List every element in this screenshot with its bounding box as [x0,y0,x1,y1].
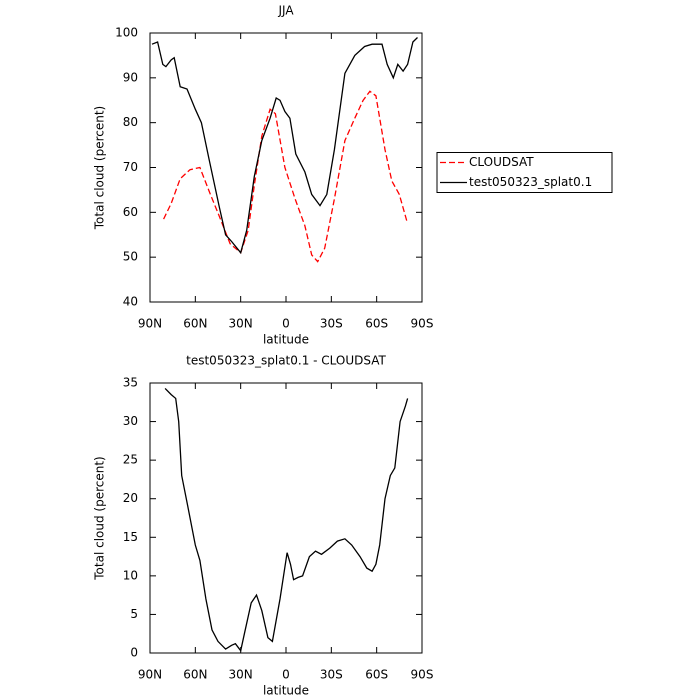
y-tick-label: 20 [123,491,138,505]
legend-label: CLOUDSAT [469,155,534,169]
y-tick-label: 50 [123,250,138,264]
y-tick-label: 5 [130,607,138,621]
y-tick-label: 70 [123,160,138,174]
y-tick-label: 30 [123,414,138,428]
y-tick-label: 25 [123,453,138,467]
x-axis-label: latitude [263,333,309,347]
y-tick-label: 40 [123,295,138,309]
legend-box [436,152,613,193]
x-tick-label: 60N [183,668,207,682]
x-axis-label: latitude [263,684,309,698]
x-tick-label: 30N [229,317,253,331]
x-tick-label: 60S [365,668,388,682]
x-tick-label: 0 [282,668,290,682]
data-line [164,387,409,653]
y-tick-label: 60 [123,205,138,219]
plot-frame [149,382,423,654]
y-tick-label: 0 [130,646,138,660]
x-tick-label: 30S [320,668,343,682]
y-tick-label: 90 [123,70,138,84]
y-axis-label: Total cloud (percent) [93,456,107,580]
x-tick-label: 0 [282,317,290,331]
y-tick-label: 100 [115,26,138,40]
chart-title: JJA [277,4,294,18]
x-tick-label: 90N [138,317,162,331]
x-tick-label: 60N [183,317,207,331]
legend-label: test050323_splat0.1 [469,175,592,189]
x-tick-label: 90N [138,668,162,682]
chart-title: test050323_splat0.1 - CLOUDSAT [186,354,386,368]
plot-frame [149,32,423,303]
y-tick-label: 10 [123,568,138,582]
x-tick-label: 30S [320,317,343,331]
x-tick-label: 30N [229,668,253,682]
y-tick-label: 35 [123,376,138,390]
y-tick-label: 15 [123,530,138,544]
x-tick-label: 90S [411,668,434,682]
y-tick-label: 80 [123,115,138,129]
data-line [151,37,418,255]
y-axis-label: Total cloud (percent) [93,106,107,230]
x-tick-label: 90S [411,317,434,331]
data-line [163,90,408,263]
x-tick-label: 60S [365,317,388,331]
